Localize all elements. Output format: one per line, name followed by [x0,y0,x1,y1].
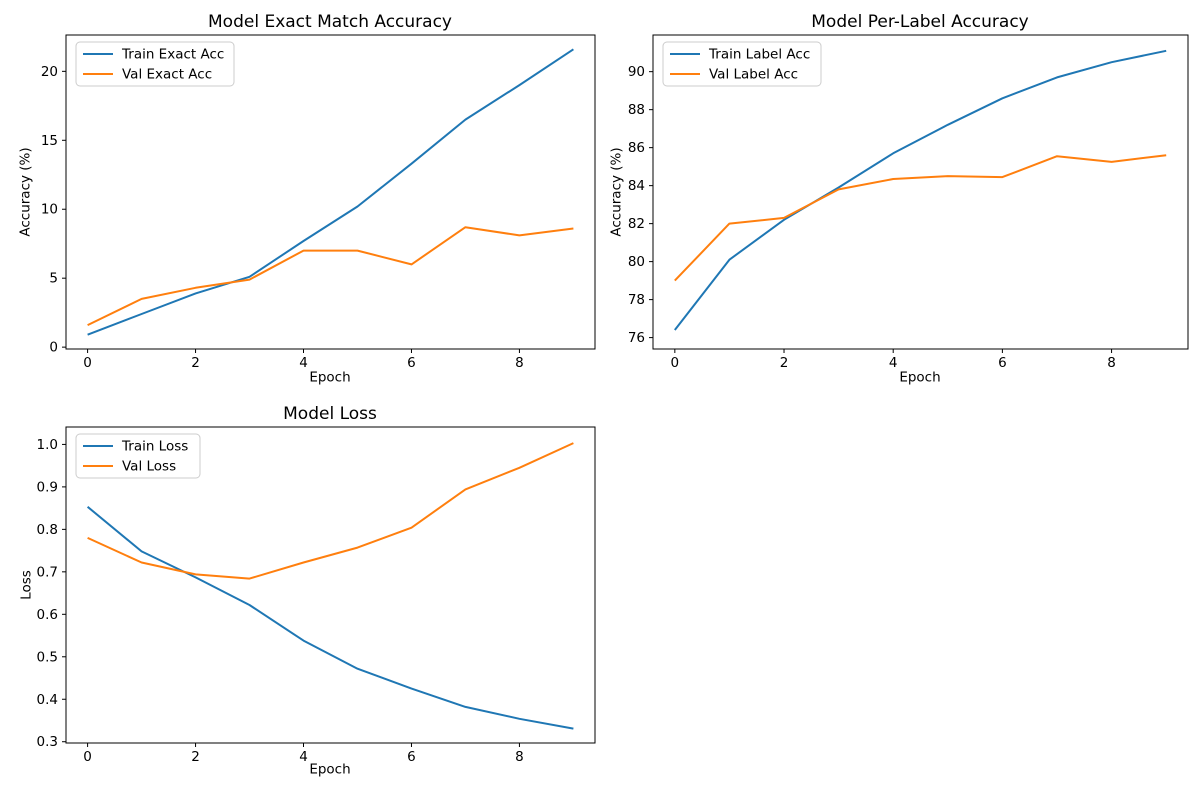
series-line-val-exact-acc [87,226,574,326]
x-tick-label: 2 [191,355,200,371]
x-tick-label: 8 [1107,355,1116,371]
x-tick-label: 2 [780,355,789,371]
legend-label: Train Exact Acc [121,47,224,63]
x-tick-label: 0 [83,749,92,765]
legend-label: Train Loss [121,439,188,455]
y-tick-label: 15 [41,133,58,149]
y-tick-label: 5 [49,271,58,287]
legend-label: Train Label Acc [708,47,810,63]
x-axis-label: Epoch [309,761,351,778]
x-tick-label: 4 [299,355,308,371]
series-line-train-label-acc [674,49,1167,331]
legend-frame [662,41,822,87]
chart-title: Model Exact Match Accuracy [208,12,452,32]
legend: Train Label Acc Val Label Acc [662,41,822,87]
chart-title: Model Per-Label Accuracy [811,12,1029,32]
y-tick-label: 0.7 [37,564,58,580]
x-tick-label: 2 [191,749,200,765]
axes-frame [65,426,596,744]
y-tick-label: 0.6 [37,607,58,623]
y-tick-label: 88 [628,102,645,118]
series-line-train-loss [86,506,574,730]
legend-frame [75,41,235,87]
legend: Train Exact Acc Val Exact Acc [75,41,235,87]
chart-exact-match-accuracy: 0 2 4 6 8 0 5 10 15 20 Train Exact Acc Val Exact Ac… [41,34,596,371]
x-tick-label: 4 [299,749,308,765]
chart-loss: 0 2 4 6 8 0.3 0.4 0.5 0.6 0.7 0.8 0.9 1.0 Train Loss V… [37,426,596,765]
y-tick-label: 82 [628,216,645,232]
y-tick-label: 76 [628,330,645,346]
x-tick-label: 6 [407,355,416,371]
axes-frame [65,34,596,350]
legend-label: Val Label Acc [709,67,798,83]
chart-title: Model Loss [283,404,377,424]
y-tick-label: 84 [628,178,645,194]
x-tick-label: 0 [83,355,92,371]
x-axis-label: Epoch [309,369,351,386]
series-line-val-label-acc [674,154,1167,282]
axes-frame [652,34,1189,350]
x-tick-label: 6 [998,355,1007,371]
y-tick-label: 0.3 [37,734,58,750]
legend-label: Val Loss [122,459,176,475]
y-axis-label: Loss [18,570,35,600]
y-tick-label: 0 [49,340,58,356]
y-tick-label: 80 [628,254,645,270]
y-tick-label: 20 [41,64,58,80]
x-tick-label: 4 [889,355,898,371]
y-tick-label: 1.0 [37,437,58,453]
chart-per-label-accuracy: 0 2 4 6 8 76 78 80 82 84 86 88 90 Train Label Acc Val … [628,34,1189,371]
x-tick-label: 8 [515,749,524,765]
legend: Train Loss Val Loss [75,433,201,479]
y-tick-label: 78 [628,292,645,308]
series-line-val-loss [87,442,574,580]
x-tick-label: 8 [515,355,524,371]
y-tick-label: 0.5 [37,649,58,665]
y-tick-label: 0.8 [37,522,58,538]
y-tick-label: 86 [628,140,645,156]
y-tick-label: 0.9 [37,479,58,495]
y-axis-label: Accuracy (%) [17,147,34,237]
series-line-train-exact-acc [87,48,574,336]
y-tick-label: 10 [41,202,58,218]
x-tick-label: 0 [671,355,680,371]
y-tick-label: 0.4 [37,692,58,708]
y-axis-label: Accuracy (%) [608,147,625,237]
y-tick-label: 90 [628,64,645,80]
legend-label: Val Exact Acc [122,67,212,83]
x-axis-label: Epoch [899,369,941,386]
x-tick-label: 6 [407,749,416,765]
